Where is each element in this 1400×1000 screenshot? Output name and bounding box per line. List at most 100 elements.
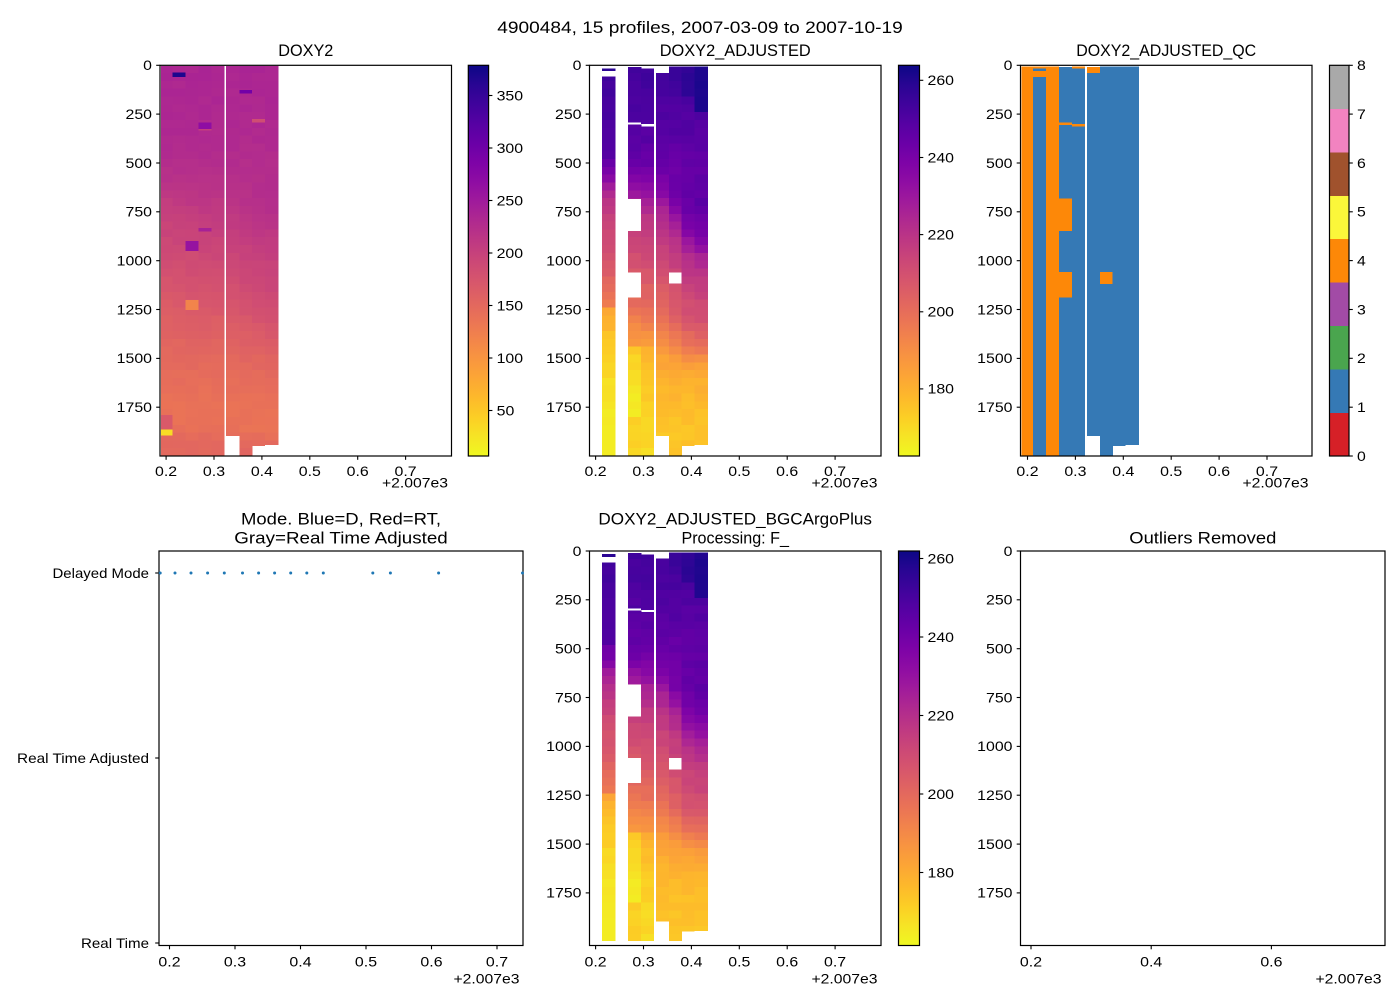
svg-text:750: 750 [555, 204, 582, 220]
svg-text:350: 350 [497, 87, 524, 103]
svg-text:250: 250 [986, 106, 1013, 122]
svg-text:750: 750 [986, 689, 1013, 705]
svg-text:1500: 1500 [546, 350, 582, 366]
svg-text:500: 500 [126, 155, 153, 171]
svg-text:1500: 1500 [117, 350, 153, 366]
svg-text:250: 250 [555, 106, 582, 122]
svg-text:2: 2 [1357, 350, 1366, 366]
svg-text:200: 200 [497, 245, 524, 261]
svg-text:Delayed Mode: Delayed Mode [53, 565, 150, 581]
svg-text:0: 0 [143, 57, 152, 73]
svg-text:8: 8 [1357, 57, 1366, 73]
svg-text:1750: 1750 [977, 399, 1013, 415]
svg-text:0.2: 0.2 [585, 463, 607, 479]
svg-text:250: 250 [497, 192, 524, 208]
svg-text:260: 260 [928, 72, 955, 88]
svg-text:260: 260 [928, 550, 955, 566]
svg-text:0.5: 0.5 [728, 463, 750, 479]
svg-text:0.2: 0.2 [1016, 463, 1038, 479]
svg-text:1500: 1500 [977, 836, 1013, 852]
svg-text:100: 100 [497, 350, 524, 366]
svg-text:200: 200 [928, 304, 955, 320]
svg-text:1500: 1500 [546, 836, 582, 852]
svg-text:0.2: 0.2 [158, 954, 180, 970]
svg-text:DOXY2_ADJUSTED_BGCArgoPlus: DOXY2_ADJUSTED_BGCArgoPlus [598, 510, 872, 529]
svg-text:Processing: F_: Processing: F_ [681, 529, 789, 548]
svg-text:Mode. Blue=D, Red=RT,: Mode. Blue=D, Red=RT, [241, 510, 441, 529]
svg-text:1000: 1000 [977, 253, 1013, 269]
svg-text:4900484, 15 profiles, 2007-03-: 4900484, 15 profiles, 2007-03-09 to 2007… [497, 18, 903, 37]
svg-text:0.6: 0.6 [347, 463, 369, 479]
svg-text:DOXY2: DOXY2 [278, 41, 333, 60]
svg-text:200: 200 [928, 786, 955, 802]
svg-text:7: 7 [1357, 106, 1366, 122]
svg-text:0.6: 0.6 [776, 463, 798, 479]
svg-text:4: 4 [1357, 252, 1366, 268]
svg-text:180: 180 [928, 864, 955, 880]
svg-text:1250: 1250 [117, 301, 153, 317]
svg-text:180: 180 [928, 381, 955, 397]
svg-text:0.2: 0.2 [155, 463, 177, 479]
svg-text:0.6: 0.6 [420, 954, 442, 970]
svg-text:1000: 1000 [977, 738, 1013, 754]
svg-text:1000: 1000 [546, 738, 582, 754]
svg-text:0.3: 0.3 [224, 954, 246, 970]
svg-text:0.3: 0.3 [632, 463, 654, 479]
svg-text:+2.007e3: +2.007e3 [382, 475, 448, 491]
svg-text:250: 250 [986, 592, 1013, 608]
svg-text:0.4: 0.4 [289, 954, 311, 970]
svg-text:0: 0 [1357, 448, 1366, 464]
svg-text:+2.007e3: +2.007e3 [1316, 971, 1382, 987]
svg-text:0.2: 0.2 [585, 954, 607, 970]
svg-text:500: 500 [555, 155, 582, 171]
svg-text:1750: 1750 [117, 399, 153, 415]
svg-text:300: 300 [497, 140, 524, 156]
svg-text:1750: 1750 [546, 399, 582, 415]
svg-text:240: 240 [928, 629, 955, 645]
svg-text:+2.007e3: +2.007e3 [454, 971, 520, 987]
svg-text:0.5: 0.5 [728, 954, 750, 970]
svg-text:0.5: 0.5 [299, 463, 321, 479]
svg-text:500: 500 [986, 155, 1013, 171]
svg-text:0: 0 [1004, 57, 1013, 73]
svg-text:+2.007e3: +2.007e3 [812, 475, 878, 491]
svg-text:0.5: 0.5 [355, 954, 377, 970]
svg-text:750: 750 [986, 204, 1013, 220]
svg-text:0.2: 0.2 [1020, 954, 1042, 970]
svg-text:250: 250 [555, 592, 582, 608]
svg-text:50: 50 [497, 402, 515, 418]
svg-text:0.4: 0.4 [251, 463, 273, 479]
svg-text:0.3: 0.3 [632, 954, 654, 970]
svg-text:1000: 1000 [546, 253, 582, 269]
svg-text:5: 5 [1357, 204, 1366, 220]
svg-text:+2.007e3: +2.007e3 [812, 971, 878, 987]
svg-text:0.7: 0.7 [486, 954, 508, 970]
svg-text:0.6: 0.6 [1260, 954, 1282, 970]
svg-text:Outliers Removed: Outliers Removed [1129, 529, 1276, 548]
svg-text:1500: 1500 [977, 350, 1013, 366]
svg-text:1250: 1250 [546, 787, 582, 803]
svg-text:0.7: 0.7 [1256, 463, 1278, 479]
svg-text:0.4: 0.4 [1140, 954, 1162, 970]
svg-text:220: 220 [928, 707, 955, 723]
svg-text:1250: 1250 [546, 301, 582, 317]
svg-text:3: 3 [1357, 301, 1366, 317]
svg-text:240: 240 [928, 149, 955, 165]
svg-text:0.4: 0.4 [680, 463, 702, 479]
svg-text:250: 250 [126, 106, 153, 122]
svg-text:150: 150 [497, 297, 524, 313]
svg-text:0.4: 0.4 [680, 954, 702, 970]
svg-text:Real Time Adjusted: Real Time Adjusted [17, 750, 149, 766]
svg-text:500: 500 [986, 641, 1013, 657]
svg-text:0.4: 0.4 [1112, 463, 1134, 479]
svg-text:0.6: 0.6 [776, 954, 798, 970]
svg-text:0.3: 0.3 [1064, 463, 1086, 479]
svg-text:0.7: 0.7 [395, 463, 417, 479]
svg-text:0: 0 [1004, 543, 1013, 559]
svg-text:1250: 1250 [977, 787, 1013, 803]
svg-text:0.3: 0.3 [203, 463, 225, 479]
svg-text:Real Time: Real Time [81, 935, 149, 951]
svg-text:+2.007e3: +2.007e3 [1243, 475, 1309, 491]
svg-text:1000: 1000 [117, 253, 153, 269]
svg-text:500: 500 [555, 641, 582, 657]
